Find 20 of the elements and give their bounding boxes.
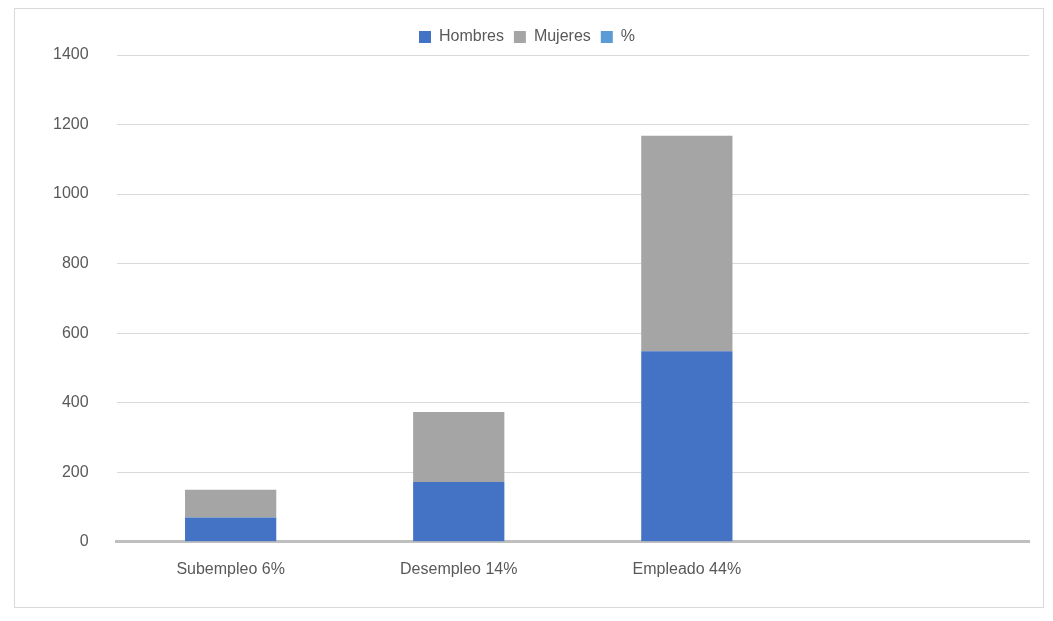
bar [641, 351, 733, 542]
y-tick-label: 0 [79, 532, 89, 550]
legend-label: Hombres [438, 27, 504, 45]
y-tick-label: 600 [61, 323, 89, 341]
bar [413, 412, 505, 482]
x-tick-label: Subempleo 6% [176, 559, 285, 577]
x-tick-label: Empleado 44% [632, 559, 742, 577]
y-tick-label: 800 [61, 254, 89, 272]
bar [185, 517, 277, 542]
y-tick-label: 200 [61, 462, 89, 480]
x-tick-label: Desempleo 14% [400, 559, 518, 577]
y-tick-label: 400 [61, 393, 89, 411]
legend-label: % [620, 27, 636, 45]
legend-label: Mujeres [533, 27, 591, 45]
y-tick-label: 1400 [53, 45, 89, 63]
y-tick-label: 1200 [53, 114, 89, 132]
bar [641, 135, 733, 352]
bar [185, 489, 277, 518]
bar [413, 481, 505, 542]
y-tick-label: 1000 [53, 184, 89, 202]
